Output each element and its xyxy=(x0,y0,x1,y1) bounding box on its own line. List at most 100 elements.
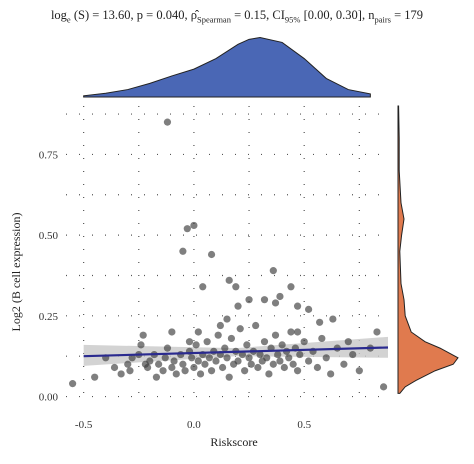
data-point xyxy=(276,292,284,301)
data-point xyxy=(305,305,313,313)
data-point xyxy=(185,338,194,346)
y-tick-label: 0.50 xyxy=(39,230,59,242)
top-marginal-density xyxy=(83,36,371,98)
y-axis-ticks: 0.00 0.25 0.50 0.75 xyxy=(39,149,59,403)
data-point xyxy=(183,225,191,233)
data-point xyxy=(287,283,295,291)
data-point xyxy=(190,363,198,372)
stats-ci-sub: 95% xyxy=(284,14,301,25)
data-point xyxy=(181,367,189,375)
data-point xyxy=(245,354,253,362)
data-point xyxy=(225,276,233,284)
stats-n-val: = 179 xyxy=(390,8,424,22)
data-point xyxy=(69,380,77,388)
data-point xyxy=(269,360,277,368)
data-point xyxy=(252,321,260,330)
y-tick-label: 0.75 xyxy=(39,149,59,161)
data-point xyxy=(192,341,200,349)
data-point xyxy=(194,357,202,365)
y-tick-label: 0.25 xyxy=(39,311,59,323)
data-point xyxy=(214,331,222,339)
data-point xyxy=(278,341,286,349)
data-point xyxy=(263,354,271,362)
data-point xyxy=(234,357,242,365)
data-point xyxy=(223,315,231,323)
data-point xyxy=(344,338,352,346)
data-point xyxy=(274,350,282,359)
data-point xyxy=(163,344,172,352)
data-point xyxy=(355,367,363,375)
data-point xyxy=(117,370,125,378)
data-point xyxy=(300,338,308,346)
data-point xyxy=(305,357,313,365)
stats-ci-val: [0.00, 0.30], n xyxy=(300,8,375,22)
data-point xyxy=(280,363,288,372)
data-point xyxy=(296,350,304,359)
data-point xyxy=(256,350,264,359)
stats-rho-val: = 0.15, CI xyxy=(230,8,285,22)
x-tick-label: 0.5 xyxy=(297,419,311,431)
data-point xyxy=(128,354,136,362)
data-point xyxy=(124,360,132,368)
data-point xyxy=(218,363,227,372)
data-point xyxy=(179,247,187,255)
data-point xyxy=(207,367,216,375)
data-point xyxy=(188,354,196,362)
data-points xyxy=(69,118,388,391)
data-point xyxy=(152,373,161,381)
data-point xyxy=(329,315,337,323)
data-point xyxy=(265,370,273,378)
data-point xyxy=(313,363,322,372)
data-point xyxy=(110,363,119,372)
data-point xyxy=(203,338,211,346)
data-point xyxy=(287,328,295,336)
data-point xyxy=(91,373,99,381)
data-point xyxy=(247,360,255,368)
data-point xyxy=(260,296,269,304)
data-point xyxy=(241,367,249,375)
data-point xyxy=(190,221,198,230)
stats-log-label: log xyxy=(50,8,67,22)
data-point xyxy=(379,383,388,391)
y-axis-label: Log2 (B cell expression) xyxy=(9,213,23,332)
data-point xyxy=(196,370,205,378)
data-point xyxy=(144,363,152,372)
x-tick-label: 0.0 xyxy=(187,419,201,431)
data-point xyxy=(234,302,242,310)
data-point xyxy=(194,328,202,336)
data-point xyxy=(139,331,147,339)
data-point xyxy=(212,357,220,365)
data-point xyxy=(349,350,357,359)
data-point xyxy=(293,367,302,375)
data-point xyxy=(318,334,326,343)
data-point xyxy=(340,360,348,368)
data-point xyxy=(137,341,145,349)
data-point xyxy=(232,283,240,291)
data-point xyxy=(179,360,187,368)
data-point xyxy=(236,325,244,333)
data-point xyxy=(322,354,330,362)
data-point xyxy=(146,357,154,365)
data-point xyxy=(155,360,163,368)
stats-rho-sub: Spearman xyxy=(196,14,231,25)
y-tick-label: 0.00 xyxy=(39,392,59,404)
data-point xyxy=(216,321,224,330)
data-point xyxy=(254,363,262,372)
x-tick-label: -0.5 xyxy=(75,419,93,431)
regression-line xyxy=(83,346,389,358)
data-point xyxy=(221,344,229,352)
data-point xyxy=(227,334,236,343)
right-marginal-density xyxy=(397,105,459,394)
data-point xyxy=(168,328,176,336)
data-point xyxy=(243,341,251,349)
data-point xyxy=(293,328,302,336)
data-point xyxy=(170,357,178,365)
data-point xyxy=(161,354,169,362)
data-point xyxy=(245,296,253,304)
data-point xyxy=(271,299,280,307)
data-point xyxy=(163,118,172,126)
data-point xyxy=(293,302,302,310)
data-point xyxy=(260,338,269,346)
data-point xyxy=(168,363,176,372)
